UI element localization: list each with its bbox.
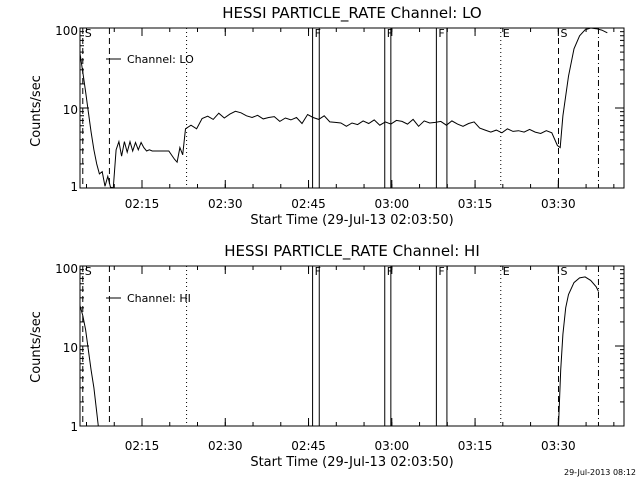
panel-hi-marker-label: S — [85, 265, 92, 278]
panel-lo-legend-label: Channel: LO — [127, 53, 194, 66]
panel-hi-y-axis-label: Counts/sec — [29, 311, 44, 383]
panel-hi-title: HESSI PARTICLE_RATE Channel: HI — [224, 242, 480, 261]
panel-lo-x-axis-label: Start Time (29-Jul-13 02:03:50) — [250, 213, 453, 228]
panel-hi-y-tick-label: 1 — [70, 420, 78, 434]
panel-hi-x-tick-label: 02:30 — [208, 439, 243, 453]
panel-lo-marker-label: F — [315, 27, 321, 40]
panel-hi-y-tick-label: 100 — [55, 262, 78, 276]
panel-hi-marker-label: E — [503, 265, 510, 278]
panel-hi-x-tick-labels: 02:15 02:30 02:45 03:00 03:15 03:30 — [125, 439, 576, 453]
panel-lo-marker-label: S — [85, 27, 92, 40]
panel-lo-y-tick-label: 10 — [63, 103, 78, 117]
panel-lo-marker-label: S — [560, 27, 567, 40]
panel-lo-x-tick-label: 03:00 — [375, 197, 410, 211]
panel-lo-x-tick-label: 03:15 — [458, 197, 493, 211]
panel-hi-marker-label: F — [315, 265, 321, 278]
panel-hi-legend-label: Channel: HI — [127, 292, 191, 305]
panel-hi-legend: Channel: HI — [106, 292, 191, 305]
panel-hi-x-tick-label: 02:15 — [125, 439, 160, 453]
panel-hi-x-tick-label: 03:00 — [375, 439, 410, 453]
panel-lo-y-axis-label: Counts/sec — [29, 75, 44, 147]
panel-hi-x-tick-label: 02:45 — [291, 439, 326, 453]
panel-lo-marker-label: F — [438, 27, 444, 40]
panel-lo-marker-label: E — [503, 27, 510, 40]
panel-hi-marker-label: F — [438, 265, 444, 278]
panel-hi-series-line — [79, 276, 599, 427]
timestamp: 29-Jul-2013 08:12 — [564, 468, 636, 477]
panel-lo: HESSI PARTICLE_RATE Channel: LO Counts/s… — [29, 4, 625, 228]
panel-hi-x-tick-label: 03:15 — [458, 439, 493, 453]
panel-lo-series-line — [79, 27, 608, 189]
panel-lo-y-tick-label: 1 — [70, 180, 78, 194]
panel-lo-x-tick-label: 02:30 — [208, 197, 243, 211]
panel-lo-y-tick-label: 100 — [55, 24, 78, 38]
panel-hi-marker-label: F — [387, 265, 393, 278]
panel-lo-x-tick-label: 02:15 — [125, 197, 160, 211]
panel-lo-x-tick-label: 03:30 — [541, 197, 576, 211]
panel-lo-x-tick-label: 02:45 — [291, 197, 326, 211]
panel-hi-marker-label: S — [560, 265, 567, 278]
panel-lo-x-tick-labels: 02:15 02:30 02:45 03:00 03:15 03:30 — [125, 197, 576, 211]
panel-lo-marker-label: F — [387, 27, 393, 40]
panel-lo-title: HESSI PARTICLE_RATE Channel: LO — [222, 4, 481, 23]
panel-hi-y-tick-label: 10 — [63, 341, 78, 355]
panel-lo-legend: Channel: LO — [106, 53, 194, 66]
panel-hi-y-tick-labels: 1 10 100 — [55, 262, 78, 434]
panel-hi-x-tick-label: 03:30 — [541, 439, 576, 453]
panel-hi-x-axis-label: Start Time (29-Jul-13 02:03:50) — [250, 455, 453, 470]
panel-lo-y-tick-labels: 1 10 100 — [55, 24, 78, 194]
panel-hi: HESSI PARTICLE_RATE Channel: HI Counts/s… — [29, 242, 625, 470]
